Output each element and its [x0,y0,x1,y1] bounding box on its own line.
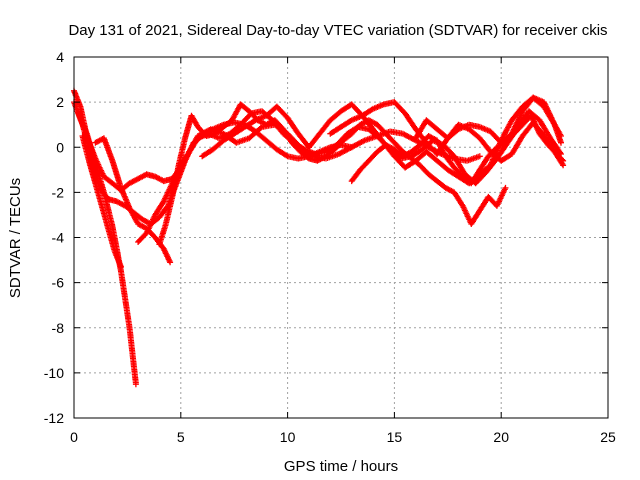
y-tick-label: -8 [52,320,65,336]
series-sat-k [412,94,564,146]
series-sat-d [79,133,124,270]
y-tick-label: 2 [56,94,64,110]
y-tick-label: 0 [56,139,64,155]
series-markers [79,133,124,270]
series-sat-e [92,135,174,266]
y-tick-label: -2 [52,184,65,200]
x-tick-label: 15 [387,429,403,445]
x-tick-label: 5 [177,429,185,445]
series-markers [348,112,567,187]
series-markers [71,87,483,194]
x-tick-label: 10 [280,429,296,445]
y-tick-label: -6 [52,275,65,291]
y-tick-label: -10 [44,365,64,381]
series-sat-b [71,87,483,194]
x-tick-label: 20 [493,429,509,445]
series-markers [92,135,174,266]
series-sat-g [156,101,509,248]
chart-title: Day 131 of 2021, Sidereal Day-to-day VTE… [68,22,607,39]
series-sat-j [348,112,567,187]
series-markers [412,94,564,146]
data-points [71,87,567,388]
series-markers [156,101,509,248]
y-tick-label: 4 [56,49,64,65]
y-tick-label: -4 [52,230,65,246]
x-axis-label: GPS time / hours [284,458,398,475]
y-axis-label: SDTVAR / TECUs [7,178,24,298]
y-tick-label: -12 [44,410,64,426]
x-tick-label: 0 [70,429,78,445]
x-tick-label: 25 [600,429,616,445]
